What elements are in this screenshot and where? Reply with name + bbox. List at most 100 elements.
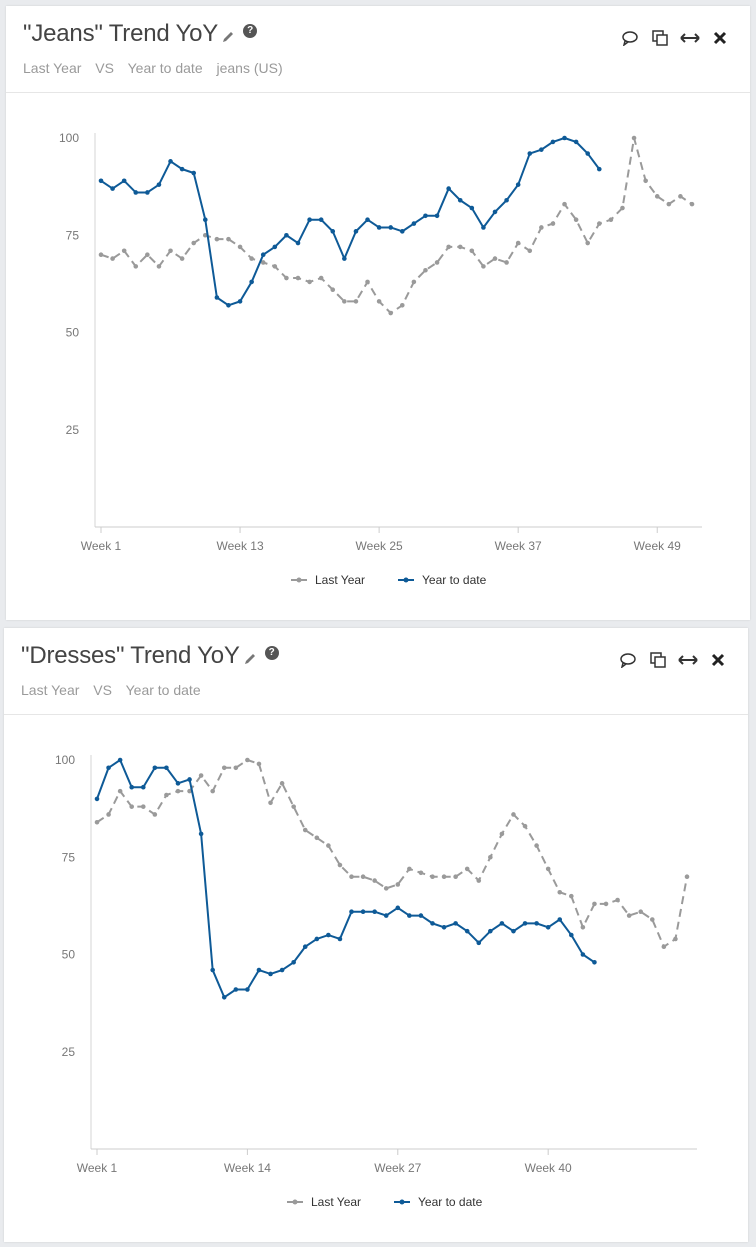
subtitle-last-year: Last Year (21, 682, 80, 698)
y-tick-label: 50 (66, 326, 80, 340)
chart-legend: Last Year Year to date (287, 1195, 483, 1209)
data-point (488, 928, 493, 934)
data-point (302, 827, 308, 833)
data-point (121, 248, 127, 254)
expand-icon[interactable] (680, 28, 700, 48)
y-tick-label: 100 (55, 753, 75, 767)
data-point (140, 784, 146, 790)
data-point (515, 240, 521, 246)
data-point (418, 913, 424, 918)
data-point (198, 773, 204, 778)
data-point (684, 874, 690, 879)
data-point (337, 936, 343, 942)
data-point (388, 225, 394, 230)
data-point (110, 256, 115, 261)
data-point (492, 209, 498, 215)
data-point (689, 201, 695, 207)
data-point (678, 194, 683, 199)
data-point (608, 217, 614, 222)
x-tick-label: Week 40 (525, 1161, 572, 1175)
data-point (372, 909, 377, 915)
data-point (638, 909, 644, 915)
expand-icon[interactable] (678, 650, 698, 670)
data-point (337, 862, 343, 868)
data-point (522, 823, 528, 829)
data-point (168, 248, 173, 254)
data-point (295, 275, 301, 281)
subtitle-vs: VS (95, 60, 114, 76)
y-tick-label: 75 (62, 850, 76, 864)
comment-icon[interactable] (618, 650, 638, 670)
data-point (481, 264, 486, 269)
data-point (453, 921, 458, 926)
data-point (534, 843, 539, 848)
series-line (96, 759, 596, 999)
legend-swatch-dot (399, 1199, 405, 1205)
data-point (539, 147, 544, 152)
data-point (237, 299, 243, 304)
data-point (423, 267, 428, 273)
data-point (284, 275, 289, 281)
x-tick-label: Week 27 (374, 1161, 421, 1175)
data-point (360, 909, 366, 915)
data-point (423, 213, 428, 219)
pencil-icon[interactable] (243, 652, 257, 666)
data-point (210, 788, 215, 794)
help-icon[interactable]: ? (243, 24, 258, 38)
chart-subtitle: Last Year VS Year to date jeans (US) (23, 60, 293, 76)
data-point (260, 252, 266, 257)
data-point (504, 197, 509, 203)
data-point (499, 921, 505, 926)
data-point (245, 987, 250, 992)
close-icon[interactable] (710, 28, 730, 48)
legend-swatch-dot (292, 1199, 298, 1205)
data-point (481, 225, 486, 230)
comment-icon[interactable] (620, 28, 640, 48)
close-icon[interactable] (708, 650, 728, 670)
data-point (592, 901, 597, 907)
data-point (221, 765, 227, 771)
data-point (291, 804, 296, 809)
data-point (411, 221, 417, 226)
data-point (106, 765, 111, 771)
data-point (330, 287, 336, 293)
dresses-line-chart: 25 50 75 100 Week 1 Week 14 Week 27 Week 40 Last… (55, 753, 697, 1209)
x-tick-label: Week 1 (81, 539, 122, 553)
data-point (117, 788, 123, 794)
data-point (214, 236, 220, 242)
data-point (179, 256, 185, 261)
data-point (302, 944, 308, 950)
subtitle-year-to-date: Year to date (127, 60, 203, 76)
jeans-line-chart: 25 50 75 100 Week 1 Week 13 Week 25 Week 37 Week… (59, 131, 702, 587)
data-point (175, 788, 181, 794)
data-point (464, 866, 470, 872)
data-point (376, 299, 382, 304)
card-toolbar (620, 28, 730, 48)
data-point (550, 139, 556, 145)
data-point (457, 197, 463, 203)
data-point (245, 757, 250, 763)
data-point (249, 279, 254, 285)
x-tick-label: Week 1 (77, 1161, 118, 1175)
y-tick-label: 25 (62, 1045, 76, 1059)
data-point (580, 952, 586, 957)
data-point (272, 264, 278, 269)
data-point (179, 166, 185, 172)
data-point (585, 240, 591, 246)
data-point (573, 139, 579, 145)
data-point (573, 217, 579, 222)
data-point (515, 182, 521, 187)
data-point (469, 248, 475, 254)
data-point (314, 835, 320, 841)
data-point (198, 831, 204, 837)
copy-icon[interactable] (648, 650, 668, 670)
data-point (666, 201, 672, 207)
legend-swatch-dot (403, 577, 409, 583)
copy-icon[interactable] (650, 28, 670, 48)
help-icon[interactable]: ? (264, 646, 279, 660)
data-point (488, 854, 493, 860)
pencil-icon[interactable] (221, 30, 235, 44)
legend-label: Year to date (422, 573, 487, 587)
data-point (511, 812, 516, 817)
series-line (100, 137, 693, 315)
